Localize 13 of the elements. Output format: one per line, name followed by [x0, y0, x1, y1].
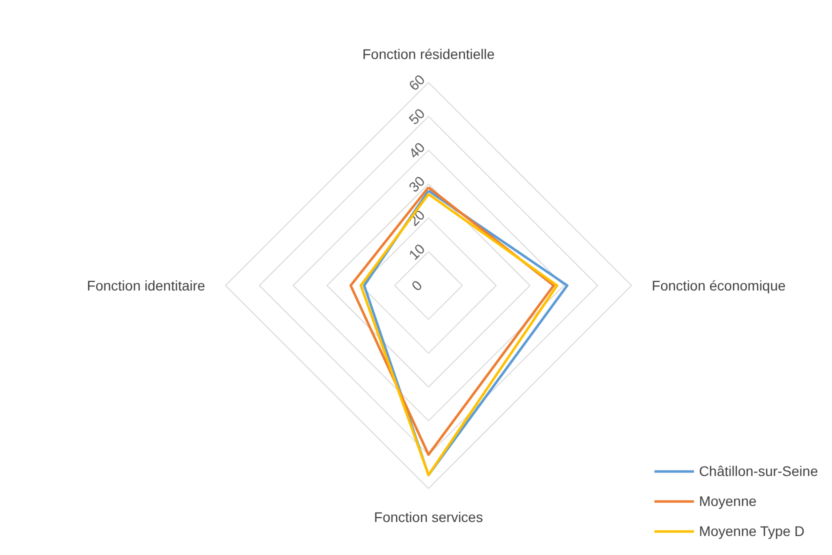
legend-label: Moyenne Type D	[698, 523, 805, 539]
spoke-label: Fonction résidentielle	[362, 46, 495, 62]
spoke-label: Fonction services	[374, 508, 483, 525]
y-tick-label: 60	[405, 71, 428, 94]
y-tick-label: 10	[405, 240, 428, 263]
legend-label: Moyenne	[698, 493, 757, 509]
y-tick-label: 40	[405, 138, 428, 162]
y-tick-label: 30	[405, 172, 428, 196]
y-tick-label: 50	[405, 105, 428, 128]
legend-label: Châtillon-sur-Seine	[698, 463, 818, 479]
spoke-label: Fonction identitaire	[86, 278, 206, 294]
spoke-label: Fonction économique	[652, 278, 786, 294]
y-tick-label: 0	[408, 276, 426, 294]
